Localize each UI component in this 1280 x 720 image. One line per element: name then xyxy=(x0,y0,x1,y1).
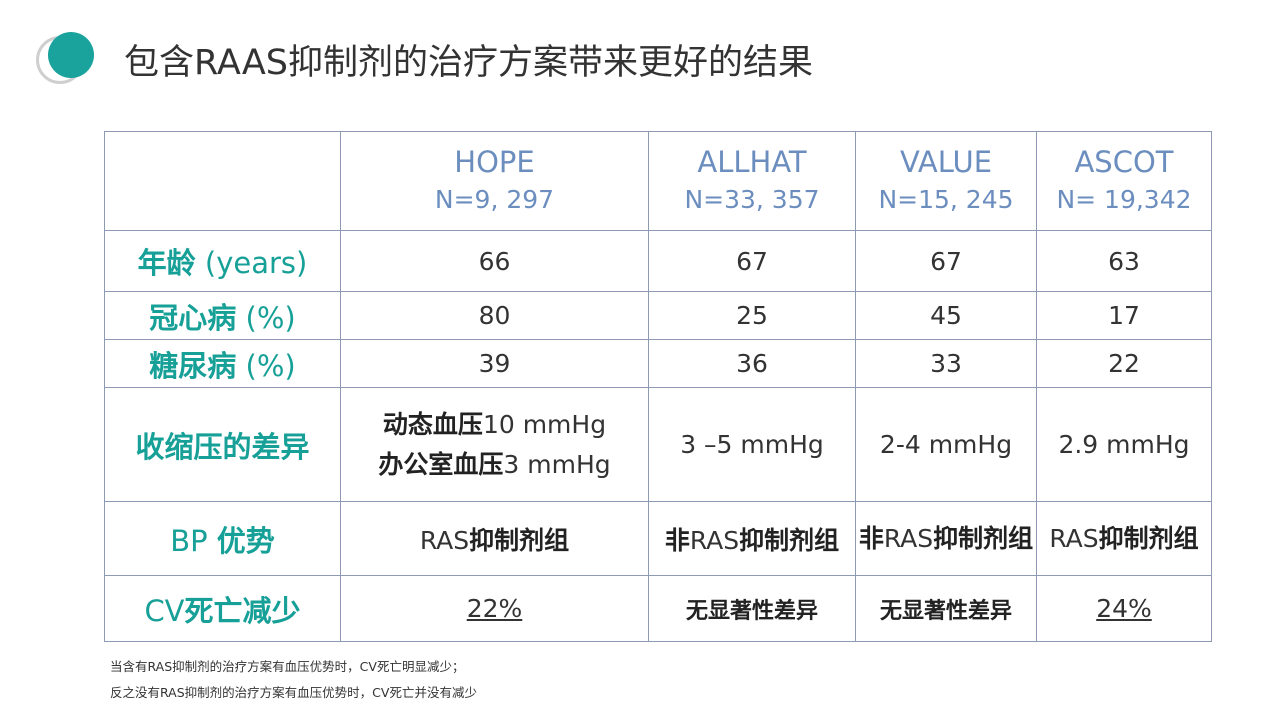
cell-chd-value: 45 xyxy=(855,291,1037,340)
cell-cv-hope: 22% xyxy=(340,575,649,642)
row-label-sbp: 收缩压的差异 xyxy=(104,387,341,502)
table-row-bp-advantage: BP 优势 RAS抑制剂组 非RAS抑制剂组 非RAS抑制剂组 RAS抑制剂组 xyxy=(104,501,1212,576)
cell-sbp-allhat: 3 –5 mmHg xyxy=(648,387,856,502)
table-row-diabetes: 糖尿病 (%) 39 36 33 22 xyxy=(104,339,1212,388)
cell-diabetes-allhat: 36 xyxy=(648,339,856,388)
row-label-chd: 冠心病 (%) xyxy=(104,291,341,340)
cell-cv-ascot: 24% xyxy=(1036,575,1212,642)
cell-diabetes-hope: 39 xyxy=(340,339,649,388)
row-label-bp-advantage: BP 优势 xyxy=(104,501,341,576)
table-row-chd: 冠心病 (%) 80 25 45 17 xyxy=(104,291,1212,340)
row-label-cv: CV死亡减少 xyxy=(104,575,341,642)
cell-bp-allhat: 非RAS抑制剂组 xyxy=(648,501,856,576)
cell-chd-ascot: 17 xyxy=(1036,291,1212,340)
cell-cv-value: 无显著性差异 xyxy=(855,575,1037,642)
cell-bp-ascot: RAS抑制剂组 xyxy=(1036,501,1212,576)
cell-sbp-hope: 动态血压10 mmHg 办公室血压3 mmHg xyxy=(340,387,649,502)
comparison-table: HOPE N=9, 297 ALLHAT N=33, 357 VALUE N=1… xyxy=(104,131,1212,642)
cell-sbp-ascot: 2.9 mmHg xyxy=(1036,387,1212,502)
table-row-cv: CV死亡减少 22% 无显著性差异 无显著性差异 24% xyxy=(104,575,1212,642)
col-header-value: VALUE N=15, 245 xyxy=(855,131,1037,231)
footnote-line-2: 反之没有RAS抑制剂的治疗方案有血压优势时，CV死亡并没有减少 xyxy=(110,685,477,700)
cell-bp-value: 非RAS抑制剂组 xyxy=(855,501,1037,576)
page-title: 包含RAAS抑制剂的治疗方案带来更好的结果 xyxy=(124,43,813,83)
col-header-hope: HOPE N=9, 297 xyxy=(340,131,649,231)
cell-age-allhat: 67 xyxy=(648,230,856,292)
cell-chd-hope: 80 xyxy=(340,291,649,340)
footnote-line-1: 当含有RAS抑制剂的治疗方案有血压优势时，CV死亡明显减少； xyxy=(110,659,465,674)
cell-diabetes-ascot: 22 xyxy=(1036,339,1212,388)
row-label-age: 年龄 (years) xyxy=(104,230,341,292)
cell-chd-allhat: 25 xyxy=(648,291,856,340)
header-row: HOPE N=9, 297 ALLHAT N=33, 357 VALUE N=1… xyxy=(104,131,1212,231)
table-row-age: 年龄 (years) 66 67 67 63 xyxy=(104,230,1212,292)
col-header-allhat: ALLHAT N=33, 357 xyxy=(648,131,856,231)
cell-cv-allhat: 无显著性差异 xyxy=(648,575,856,642)
corner-cell xyxy=(104,131,341,231)
row-label-diabetes: 糖尿病 (%) xyxy=(104,339,341,388)
table-row-sbp: 收缩压的差异 动态血压10 mmHg 办公室血压3 mmHg 3 –5 mmHg… xyxy=(104,387,1212,502)
cell-age-value: 67 xyxy=(855,230,1037,292)
cell-sbp-value: 2-4 mmHg xyxy=(855,387,1037,502)
cell-age-hope: 66 xyxy=(340,230,649,292)
cell-age-ascot: 63 xyxy=(1036,230,1212,292)
col-header-ascot: ASCOT N= 19,342 xyxy=(1036,131,1212,231)
cell-bp-hope: RAS抑制剂组 xyxy=(340,501,649,576)
cell-diabetes-value: 33 xyxy=(855,339,1037,388)
logo-icon xyxy=(34,30,100,88)
